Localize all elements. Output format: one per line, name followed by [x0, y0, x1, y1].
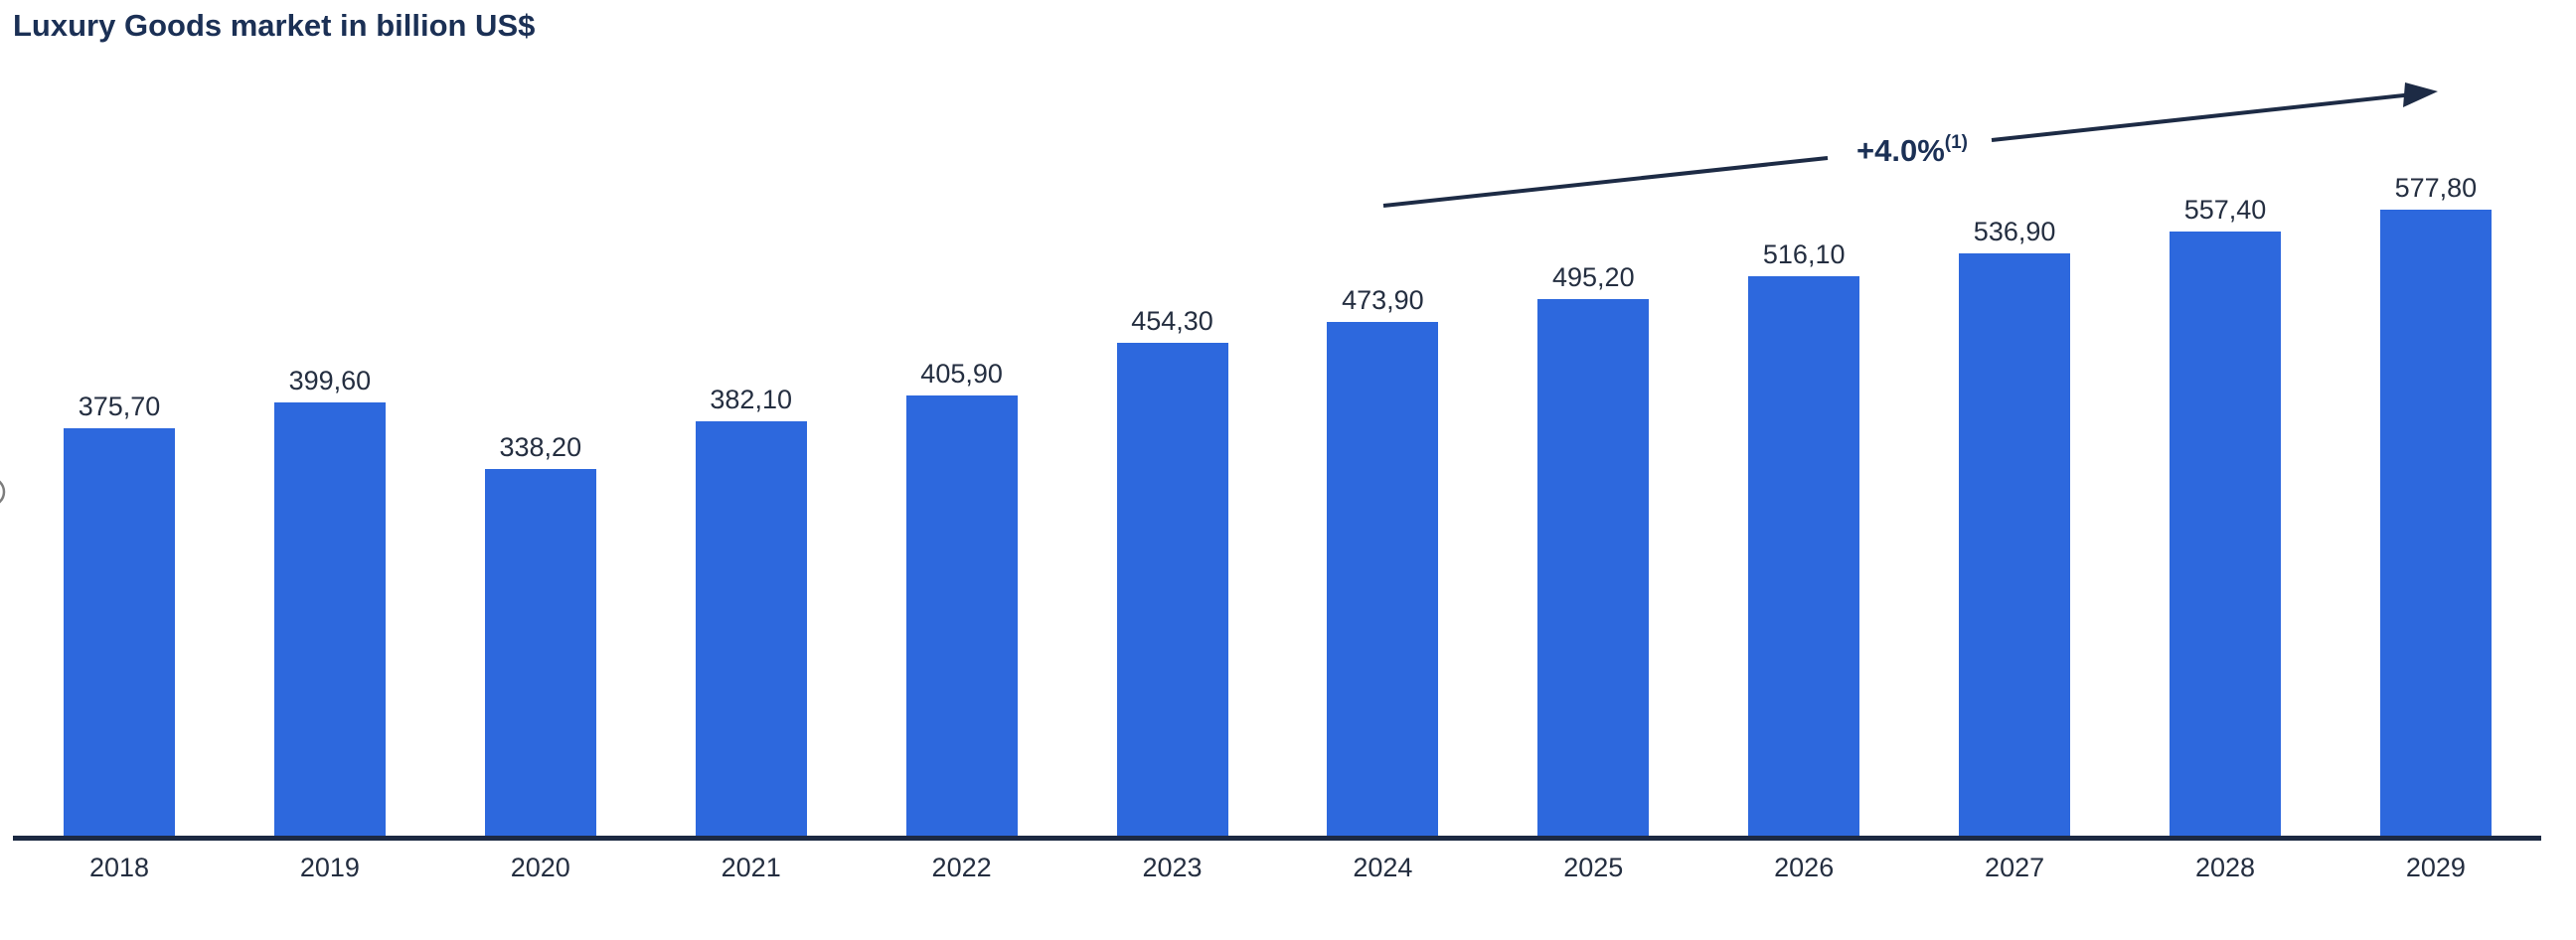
- x-axis-tick-label-2026: 2026: [1774, 853, 1835, 882]
- bar-value-label-2021: 382,10: [710, 385, 792, 414]
- bar-2018: [64, 428, 175, 836]
- bar-2019: [273, 402, 386, 836]
- bar-value-label-2018: 375,70: [78, 392, 161, 421]
- chart-title: Luxury Goods market in billion US$: [13, 8, 536, 43]
- trend-arrow-head: [2403, 82, 2438, 107]
- bar-2024: [1327, 322, 1439, 836]
- bar-value-label-2023: 454,30: [1131, 306, 1213, 336]
- bar-value-label-2027: 536,90: [1973, 217, 2056, 246]
- x-axis-tick-label-2028: 2028: [2194, 853, 2256, 882]
- bar-2026: [1748, 276, 1860, 836]
- bar-2020: [484, 469, 596, 836]
- bar-value-label-2024: 473,90: [1342, 285, 1424, 315]
- trend-arrow-line-right: [1991, 92, 2414, 142]
- trend-arrow-line-left: [1382, 156, 1829, 208]
- bar-value-label-2019: 399,60: [288, 366, 372, 395]
- x-axis-tick-label-2019: 2019: [299, 853, 360, 882]
- bar-value-label-2022: 405,90: [920, 359, 1003, 389]
- x-axis-tick-label-2022: 2022: [931, 853, 992, 882]
- x-axis-tick-label-2023: 2023: [1142, 853, 1203, 882]
- bar-2023: [1116, 343, 1228, 836]
- bar-2029: [2379, 210, 2492, 836]
- x-axis-tick-label-2027: 2027: [1985, 853, 2045, 882]
- bar-value-label-2025: 495,20: [1552, 262, 1635, 292]
- x-axis-tick-label-2025: 2025: [1563, 853, 1624, 882]
- bar-2028: [2170, 232, 2281, 836]
- bar-2025: [1537, 299, 1650, 836]
- bar-2021: [695, 421, 807, 836]
- bar-value-label-2020: 338,20: [499, 432, 582, 462]
- clipped-arc-decoration: [0, 480, 6, 504]
- growth-rate-annotation: +4.0%(1): [1856, 132, 1968, 169]
- x-axis-tick-label-2021: 2021: [721, 853, 781, 882]
- x-axis-tick-label-2020: 2020: [510, 853, 570, 882]
- bar-2027: [1959, 253, 2071, 836]
- growth-rate-value: +4.0%: [1856, 133, 1945, 168]
- bar-value-label-2028: 557,40: [2183, 195, 2267, 225]
- bar-2022: [905, 395, 1018, 836]
- x-axis-tick-label-2029: 2029: [2405, 853, 2466, 882]
- bar-value-label-2029: 577,80: [2394, 173, 2478, 203]
- x-axis-line: [13, 836, 2541, 841]
- x-axis-tick-label-2018: 2018: [88, 853, 150, 882]
- x-axis-tick-label-2024: 2024: [1353, 853, 1413, 882]
- footnote-marker: (1): [1944, 132, 1968, 153]
- bar-value-label-2026: 516,10: [1762, 239, 1846, 269]
